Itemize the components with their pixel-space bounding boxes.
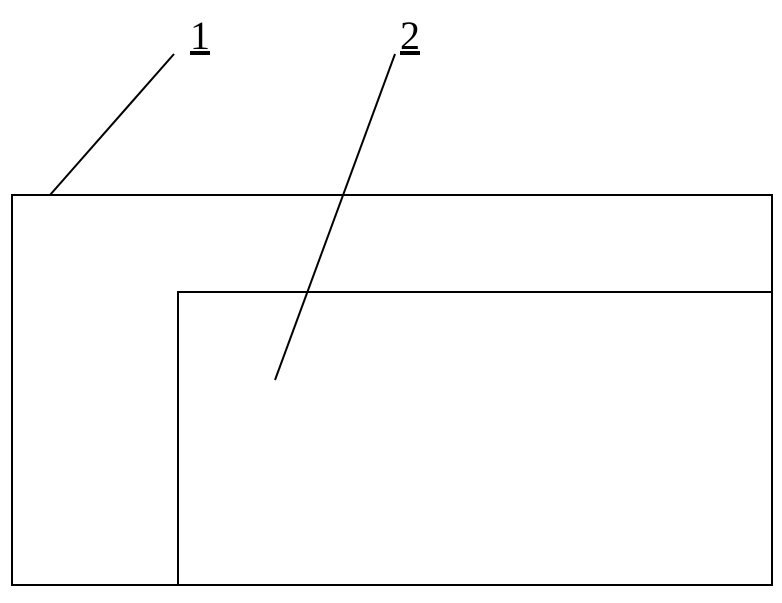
label-1-text: 1 <box>190 13 210 58</box>
label-1: 1 <box>190 12 210 59</box>
label-2-text: 2 <box>400 13 420 58</box>
outer-rect <box>12 195 772 585</box>
technical-diagram: 1 2 <box>0 0 782 598</box>
label-2: 2 <box>400 12 420 59</box>
leader-line-2 <box>275 54 395 380</box>
leader-line-1 <box>50 54 174 195</box>
diagram-svg <box>0 0 782 598</box>
inner-rect <box>178 292 772 585</box>
